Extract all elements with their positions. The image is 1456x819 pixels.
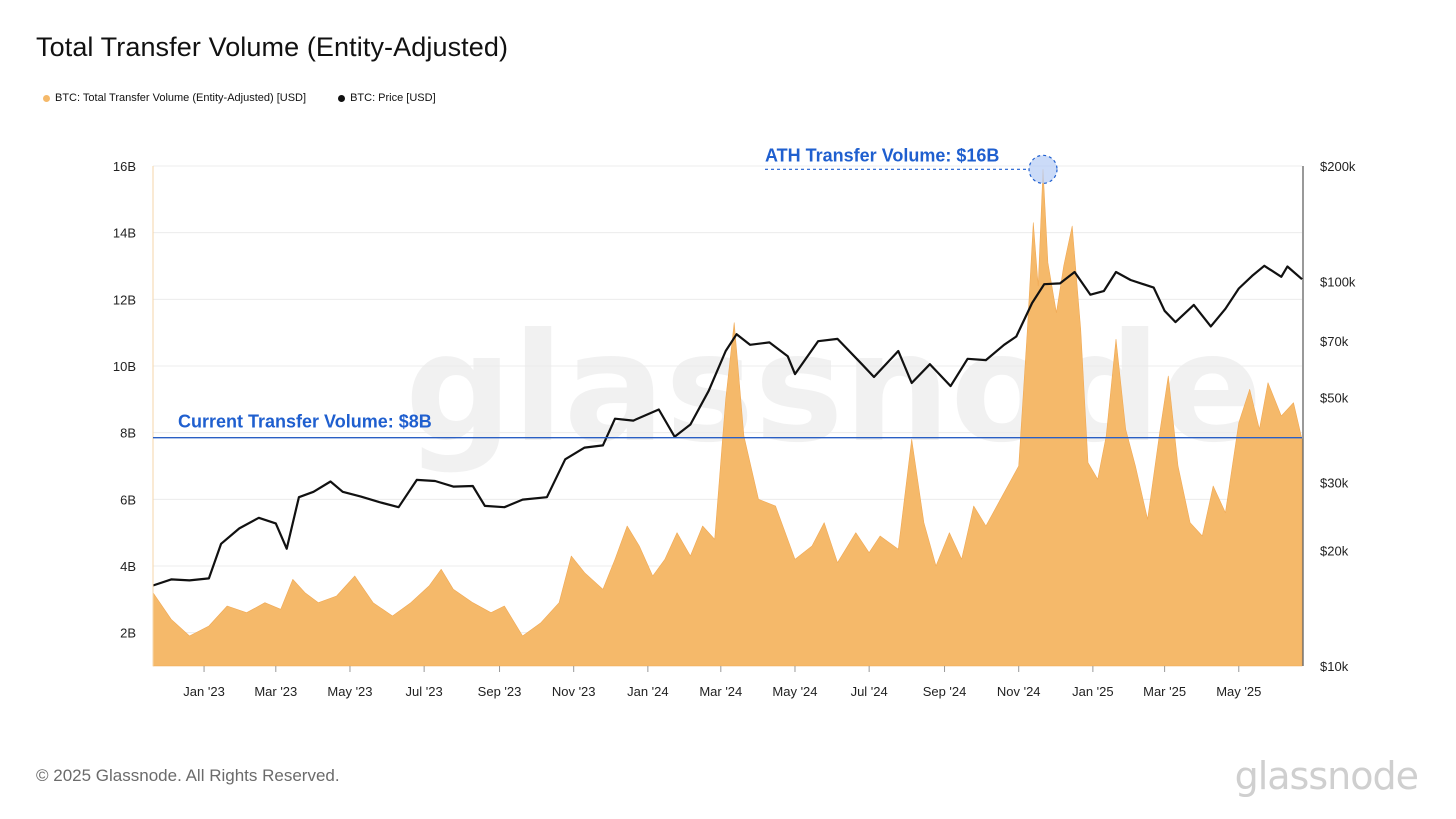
legend-label-volume: BTC: Total Transfer Volume (Entity-Adjus… xyxy=(55,92,307,104)
x-tick-label: May '23 xyxy=(327,684,372,699)
chart-title: Total Transfer Volume (Entity-Adjusted) xyxy=(36,32,509,62)
y-left-tick-label: 10B xyxy=(113,359,136,374)
volume-area xyxy=(152,169,1303,667)
x-tick-label: May '24 xyxy=(772,684,817,699)
y-right-tick-label: $100k xyxy=(1320,275,1356,290)
y-left-tick-label: 6B xyxy=(120,492,136,507)
watermark: glassnode xyxy=(405,302,1263,476)
x-tick-label: Sep '23 xyxy=(478,684,522,699)
y-left-tick-label: 2B xyxy=(120,626,136,641)
legend-item-volume[interactable]: BTC: Total Transfer Volume (Entity-Adjus… xyxy=(43,92,306,104)
legend-dot-price xyxy=(338,94,346,102)
ath-annotation-label: ATH Transfer Volume: $16B xyxy=(765,145,999,165)
legend-item-price[interactable]: BTC: Price [USD] xyxy=(338,92,436,104)
x-tick-label: Sep '24 xyxy=(923,684,967,699)
x-tick-label: Jan '23 xyxy=(183,684,225,699)
y-left-tick-label: 4B xyxy=(120,559,136,574)
x-tick-label: Nov '23 xyxy=(552,684,596,699)
volume-series xyxy=(152,169,1303,667)
ath-marker xyxy=(1028,154,1058,184)
y-right-tick-label: $50k xyxy=(1320,390,1349,405)
x-tick-label: May '25 xyxy=(1216,684,1261,699)
price-series xyxy=(152,264,1303,587)
x-tick-label: Jan '24 xyxy=(627,684,669,699)
x-tick-label: Jul '23 xyxy=(406,684,443,699)
legend: BTC: Total Transfer Volume (Entity-Adjus… xyxy=(43,92,436,104)
y-left-tick-label: 16B xyxy=(113,159,136,174)
y-right-tick-label: $10k xyxy=(1320,659,1349,674)
x-tick-label: Mar '24 xyxy=(699,684,742,699)
x-tick-label: Mar '25 xyxy=(1143,684,1186,699)
axes: 2B 4B 6B 8B 10B 12B 14B 16B $10k $20k $30k $50k $70k… xyxy=(113,159,1356,699)
x-tick-label: Mar '23 xyxy=(254,684,297,699)
x-tick-label: Jul '24 xyxy=(851,684,888,699)
price-line xyxy=(152,264,1303,587)
legend-dot-volume xyxy=(43,94,50,102)
x-tick-label: Nov '24 xyxy=(997,684,1041,699)
copyright: © 2025 Glassnode. All Rights Reserved. xyxy=(36,766,340,785)
annotations: ATH Transfer Volume: $16B Current Transfe… xyxy=(153,145,1302,439)
y-right-tick-label: $20k xyxy=(1320,543,1349,558)
y-right-tick-label: $30k xyxy=(1320,476,1349,491)
brand-logo: glassnode xyxy=(1234,754,1419,798)
y-left-tick-label: 12B xyxy=(113,292,136,307)
current-volume-label: Current Transfer Volume: $8B xyxy=(178,412,432,432)
y-right-tick-label: $200k xyxy=(1320,159,1356,174)
y-left-tick-label: 8B xyxy=(120,426,136,441)
x-tick-label: Jan '25 xyxy=(1072,684,1114,699)
y-right-tick-label: $70k xyxy=(1320,334,1349,349)
legend-label-price: BTC: Price [USD] xyxy=(350,92,436,104)
y-left-tick-label: 14B xyxy=(113,226,136,241)
